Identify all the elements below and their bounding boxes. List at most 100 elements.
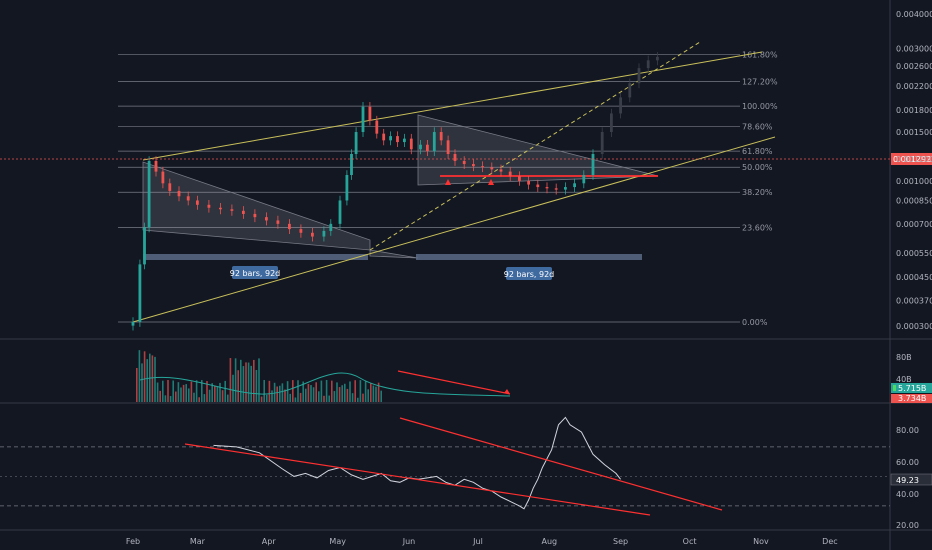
volume-bar <box>367 389 369 402</box>
candle-body <box>368 106 372 121</box>
date-range-bar-1 <box>143 254 368 260</box>
candle-body <box>276 220 280 224</box>
fib-label: 50.00% <box>742 163 773 172</box>
rsi-panel <box>0 416 890 510</box>
rsi-trend-lower <box>184 443 651 516</box>
candle-body <box>186 196 190 201</box>
candle-body <box>138 264 142 322</box>
time-tick: Apr <box>262 537 277 546</box>
candle-body <box>375 120 379 134</box>
volume-bar <box>331 380 333 402</box>
candle-body <box>299 229 303 233</box>
rsi-tick-60: 60.00 <box>896 458 919 467</box>
candle-body <box>242 210 245 214</box>
candle-body <box>196 200 199 205</box>
candle-body <box>432 132 436 152</box>
volume-tick-80b: 80B <box>896 353 912 362</box>
candle-body <box>518 176 521 181</box>
dashed-trend-line <box>369 41 701 251</box>
rsi-tick-40: 40.00 <box>896 490 919 499</box>
volume-bar <box>138 350 141 402</box>
volume-bar <box>372 385 375 402</box>
candle-body <box>265 217 268 221</box>
candle-body <box>382 133 386 141</box>
volume-bar <box>325 380 328 402</box>
volume-bar <box>167 380 169 402</box>
volume-bar <box>214 385 216 402</box>
volume-value-1: 5.715B <box>898 384 926 393</box>
volume-bar <box>307 383 310 402</box>
candle-body <box>619 97 622 114</box>
volume-bar <box>175 391 177 402</box>
volume-bar <box>237 370 239 402</box>
fib-label: 78.60% <box>742 123 773 132</box>
volume-bar <box>146 359 148 402</box>
volume-bar <box>344 383 346 402</box>
volume-bar <box>242 366 245 402</box>
falling-wedge-1 <box>142 161 371 251</box>
volume-bar <box>172 380 174 402</box>
volume-bar <box>333 391 336 402</box>
volume-bar <box>141 363 143 402</box>
volume-bar <box>190 381 193 402</box>
fibonacci-levels: 0.00% 23.60% 38.20% 50.00% 61.80% 78.60% 100.0… <box>118 50 778 327</box>
volume-bar <box>318 391 320 402</box>
falling-wedge-2 <box>417 114 659 186</box>
volume-bar <box>180 387 182 402</box>
candle-body <box>600 132 604 154</box>
time-tick: Jun <box>402 537 416 546</box>
volume-bar <box>260 396 263 402</box>
volume-bar <box>364 381 367 402</box>
volume-bar <box>182 384 185 402</box>
volume-bar <box>154 356 156 402</box>
volume-bar <box>320 380 323 402</box>
volume-bar <box>219 382 221 402</box>
candle-body <box>637 68 641 84</box>
volume-bar <box>305 388 307 402</box>
candle-body <box>472 164 475 167</box>
candle-body <box>499 169 503 172</box>
price-tick: 0.0003000 <box>896 322 932 331</box>
volume-bar <box>229 358 232 402</box>
volume-bar <box>188 388 190 402</box>
volume-bar <box>255 370 258 402</box>
candle-body <box>527 180 530 185</box>
candle-body <box>288 223 291 230</box>
rsi-tick-20: 20.00 <box>896 521 919 530</box>
volume-bar <box>302 381 304 402</box>
candle-body <box>168 183 172 191</box>
volume-moving-average <box>139 372 511 397</box>
volume-trend-line <box>397 370 511 395</box>
volume-bar <box>377 382 380 402</box>
fib-label: 0.00% <box>742 318 768 327</box>
candle-body <box>628 83 632 98</box>
time-axis[interactable]: Feb Mar Apr May Jun Jul Aug Sep Oct Nov Dec <box>126 537 838 546</box>
candle-body <box>338 200 342 224</box>
volume-bar <box>245 362 247 402</box>
volume-value-badge-2: 3.734B <box>891 394 932 403</box>
candle-body <box>426 144 429 152</box>
volume-bar <box>253 359 255 402</box>
volume-bar <box>297 380 299 402</box>
time-tick: Feb <box>126 537 140 546</box>
rsi-tick-80: 80.00 <box>896 426 919 435</box>
volume-bar <box>227 394 229 402</box>
lower-channel-line <box>132 136 776 323</box>
candle-body <box>610 113 613 133</box>
time-tick: Oct <box>683 537 697 546</box>
candle-body <box>591 153 595 176</box>
candle-body <box>490 167 494 170</box>
volume-bar <box>221 390 224 402</box>
volume-bar <box>273 382 276 402</box>
triangle-3 <box>369 249 419 259</box>
rsi-value: 49.23 <box>896 476 919 485</box>
volume-bar <box>250 365 252 402</box>
volume-bar <box>198 397 200 402</box>
